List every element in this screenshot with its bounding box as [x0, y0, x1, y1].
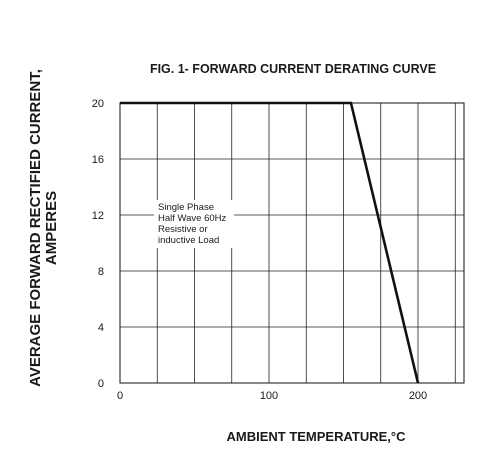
y-axis-label-line2: AMPERES — [43, 191, 60, 265]
annotation-line: Single Phase — [158, 202, 214, 213]
x-tick-label: 0 — [117, 390, 123, 402]
y-tick-label: 4 — [98, 322, 104, 334]
x-axis-label: AMBIENT TEMPERATURE,°C — [226, 429, 406, 444]
y-tick-label: 20 — [92, 98, 104, 110]
annotation-line: inductive Load — [158, 235, 219, 246]
y-tick-label: 12 — [92, 210, 104, 222]
series-group — [120, 101, 420, 384]
annotation-line: Half Wave 60Hz — [158, 213, 227, 224]
series-line — [120, 101, 420, 384]
y-tick-label: 8 — [98, 266, 104, 278]
annotation-line: Resistive or — [158, 224, 208, 235]
x-tick-label: 100 — [260, 390, 278, 402]
y-axis-label: AVERAGE FORWARD RECTIFIED CURRENT, AMPER… — [27, 69, 60, 387]
y-tick-label: 0 — [98, 378, 104, 390]
y-tick-label: 16 — [92, 154, 104, 166]
y-axis-label-line1: AVERAGE FORWARD RECTIFIED CURRENT, — [27, 69, 44, 387]
x-tick-label: 200 — [409, 390, 427, 402]
annotation-background — [154, 200, 235, 248]
chart-title: FIG. 1- FORWARD CURRENT DERATING CURVE — [150, 62, 436, 76]
